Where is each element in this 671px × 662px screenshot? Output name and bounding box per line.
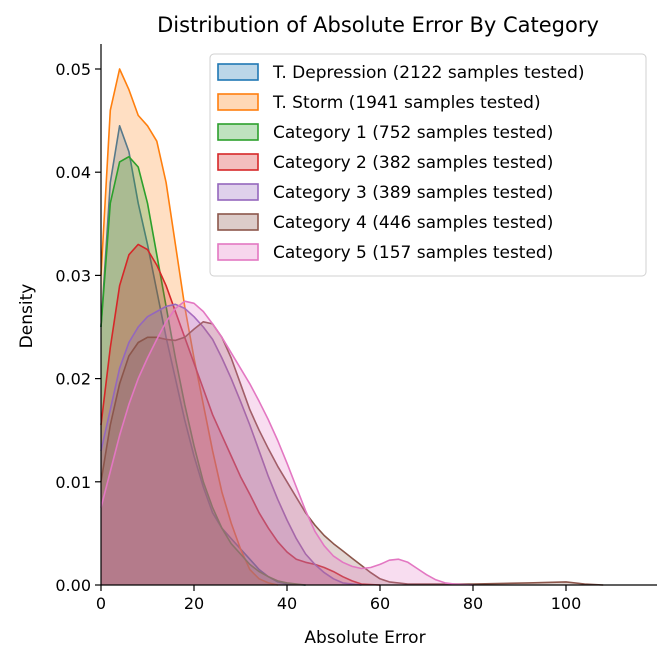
- series-line-3: [100, 155, 306, 586]
- series-area-4: [101, 244, 380, 585]
- y-tick-label: 0.03: [55, 266, 91, 285]
- x-axis-label: Absolute Error: [304, 628, 425, 648]
- axes: 0 20 40 60 80 100 0.00 0.01 0.02 0.03 0.04 0.05: [55, 44, 657, 613]
- x-tick-label: 40: [277, 594, 297, 613]
- series-area-3: [101, 156, 306, 585]
- legend-swatch-5: [217, 183, 259, 201]
- series-area-7: [101, 301, 473, 585]
- series-line-7: [100, 300, 474, 586]
- series-area-6: [101, 321, 604, 585]
- legend: T. Depression (2122 samples tested) T. St…: [209, 53, 647, 277]
- y-tick-label: 0.02: [55, 370, 91, 389]
- x-tick-label: 80: [463, 594, 483, 613]
- legend-swatch-4: [217, 153, 259, 171]
- chart-title: Distribution of Absolute Error By Catego…: [157, 13, 599, 37]
- legend-label-5: Category 3 (389 samples tested): [273, 183, 553, 203]
- series-area-1: [101, 125, 306, 586]
- plot-area: [100, 68, 604, 586]
- series-line-1: [100, 125, 306, 586]
- legend-swatch-1: [217, 63, 259, 81]
- y-axis-label: Density: [17, 284, 37, 349]
- x-tick-label: 20: [184, 594, 204, 613]
- legend-label-7: Category 5 (157 samples tested): [273, 243, 553, 263]
- legend-label-1: T. Depression (2122 samples tested): [272, 63, 585, 83]
- legend-swatch-3: [217, 123, 259, 141]
- series-area-5: [101, 304, 362, 585]
- series-area-2: [101, 69, 278, 585]
- legend-box: [209, 53, 647, 277]
- legend-label-4: Category 2 (382 samples tested): [273, 153, 553, 173]
- x-tick-label: 100: [551, 594, 582, 613]
- y-tick-label: 0.01: [55, 473, 91, 492]
- y-tick-label: 0.00: [55, 576, 91, 595]
- legend-label-3: Category 1 (752 samples tested): [273, 123, 553, 143]
- legend-swatch-7: [217, 243, 259, 261]
- legend-swatch-6: [217, 213, 259, 231]
- legend-swatch-2: [217, 93, 259, 111]
- y-tick-label: 0.04: [55, 163, 91, 182]
- x-tick-label: 0: [96, 594, 106, 613]
- series-line-5: [100, 303, 362, 586]
- legend-label-6: Category 4 (446 samples tested): [273, 213, 553, 233]
- legend-label-2: T. Storm (1941 samples tested): [272, 93, 541, 113]
- series-line-4: [100, 243, 381, 586]
- x-tick-label: 60: [370, 594, 390, 613]
- y-tick-label: 0.05: [55, 60, 91, 79]
